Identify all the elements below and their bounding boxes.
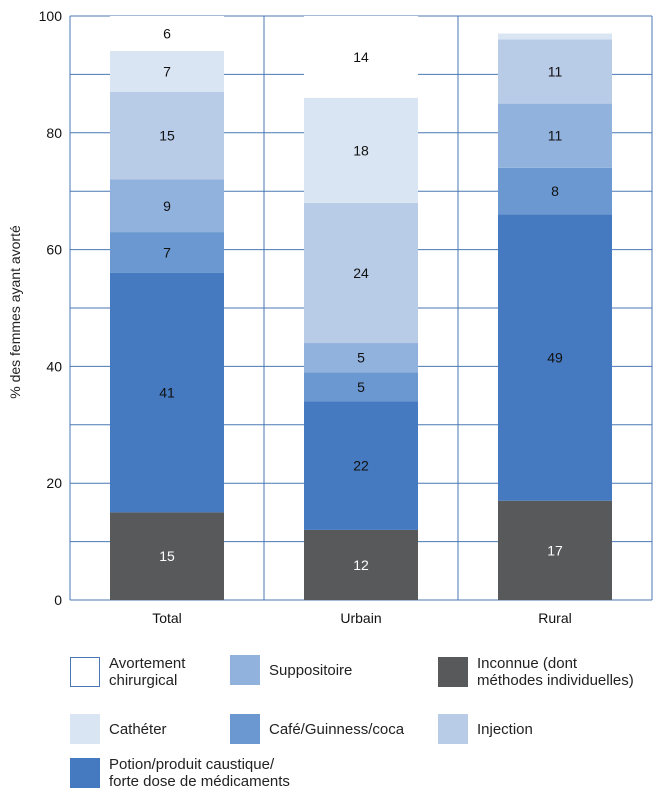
bar-segment: [110, 16, 224, 52]
x-tick-label: Rural: [538, 610, 571, 626]
bar-data-label: 6: [163, 26, 171, 42]
legend-label: Potion/produit caustique/ forte dose de …: [109, 756, 290, 790]
bar-segment: [110, 179, 224, 233]
legend-item: Suppositoire: [230, 655, 352, 685]
bar-segment: [304, 202, 418, 344]
legend-swatch: [230, 655, 260, 685]
x-axis-ticks: Total Urbain Rural: [152, 610, 572, 626]
legend-swatch: [70, 758, 100, 788]
bar-data-label: 11: [548, 63, 563, 79]
y-tick-label: 80: [46, 125, 62, 141]
bar-segment: [498, 167, 612, 215]
bar-data-label: 15: [159, 548, 175, 564]
bar-data-label: 5: [357, 350, 365, 366]
bar-segment: [110, 512, 224, 600]
legend-item: Inconnue (dont méthodes individuelles): [438, 655, 634, 689]
legend-swatch: [438, 657, 468, 687]
legend-label: Café/Guinness/coca: [269, 720, 405, 738]
legend-item: Injection: [438, 714, 533, 744]
y-tick-label: 40: [46, 358, 62, 374]
bar-segment: [110, 232, 224, 273]
legend-label: Inconnue (dont méthodes individuelles): [477, 655, 634, 689]
bar-data-label: 11: [548, 128, 563, 144]
legend-item: Cathéter: [70, 714, 167, 744]
y-tick-label: 100: [39, 8, 63, 24]
y-tick-label: 0: [54, 592, 62, 608]
x-tick-label: Total: [152, 610, 182, 626]
bar-data-label: 5: [357, 379, 365, 395]
bar-segment: [498, 500, 612, 600]
bar-segment: [110, 51, 224, 92]
bar-segment: [304, 529, 418, 600]
y-axis-label: % des femmes ayant avorté: [7, 225, 23, 399]
legend-label: Injection: [477, 720, 533, 738]
bar-data-label: 49: [547, 350, 563, 366]
legend-item: Avortement chirurgical: [70, 655, 185, 689]
bar-data-label: 8: [551, 183, 559, 199]
bar-segment: [304, 16, 418, 98]
legend-item: Café/Guinness/coca: [230, 714, 404, 744]
bar-data-label: 7: [163, 245, 171, 261]
bar-segment: [498, 33, 612, 40]
legend-swatch: [70, 657, 100, 687]
bar-data-label: 24: [353, 265, 369, 281]
legend-label: Cathéter: [109, 720, 167, 738]
bar-segment: [304, 343, 418, 373]
legend-label: Suppositoire: [269, 661, 353, 679]
bar-segment: [110, 272, 224, 513]
legend: Avortement chirurgical Suppositoire Inconn…: [70, 655, 660, 805]
x-tick-label: Urbain: [340, 610, 381, 626]
bar-segment: [304, 401, 418, 530]
stacked-bar-chart: 15 41 7 9 15 7 6 12 22 5 5 24 18 14 17 49 8 11 11 0 20 40 60 8…: [7, 8, 653, 626]
bar-data-label: 17: [547, 542, 563, 558]
legend-item: Potion/produit caustique/ forte dose de …: [70, 756, 290, 790]
bar-data-label: 9: [163, 198, 171, 214]
legend-swatch: [230, 714, 260, 744]
y-tick-label: 20: [46, 475, 62, 491]
y-tick-label: 60: [46, 242, 62, 258]
legend-label: Avortement chirurgical: [109, 655, 186, 689]
legend-swatch: [438, 714, 468, 744]
bar-segment: [498, 214, 612, 501]
bar-segment: [304, 97, 418, 203]
bar-data-label: 14: [353, 49, 369, 65]
bar-data-label: 15: [159, 128, 175, 144]
bar-data-label: 18: [353, 142, 369, 158]
bar-data-label: 22: [353, 458, 369, 474]
bar-segment: [110, 91, 224, 180]
bar-data-label: 12: [353, 557, 369, 573]
bar-data-label: 41: [159, 385, 175, 401]
bar-segment: [498, 103, 612, 168]
bar-data-label: 7: [163, 63, 171, 79]
bar-segment: [304, 372, 418, 402]
legend-swatch: [70, 714, 100, 744]
bar-segment: [498, 39, 612, 104]
y-axis-ticks: 0 20 40 60 80 100: [39, 8, 63, 608]
bars: 15 41 7 9 15 7 6 12 22 5 5 24 18 14 17 49 8 11 11: [110, 16, 612, 600]
